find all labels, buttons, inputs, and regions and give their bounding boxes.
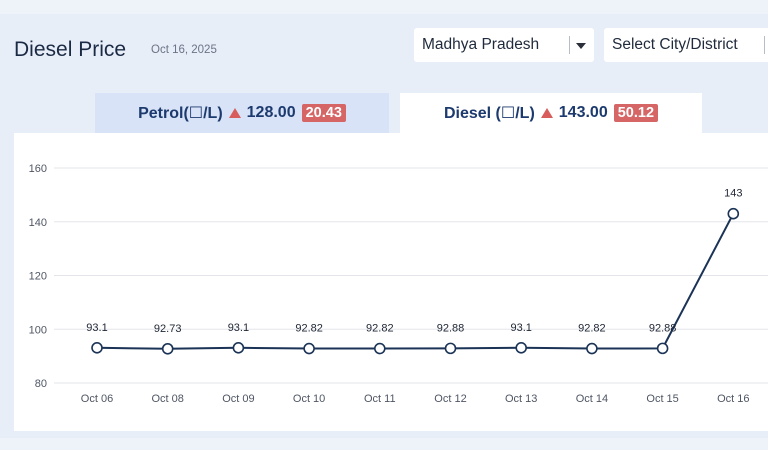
city-select-value: Select City/District bbox=[612, 36, 738, 53]
state-select[interactable]: Madhya Pradesh bbox=[414, 28, 594, 62]
data-point bbox=[444, 342, 457, 355]
tab-petrol[interactable]: Petrol(☐/L) 128.00 20.43 bbox=[95, 93, 389, 133]
data-label: 93.1 bbox=[86, 322, 107, 334]
data-label: 92.82 bbox=[366, 323, 394, 335]
data-point bbox=[727, 207, 740, 220]
tab-petrol-change-badge: 20.43 bbox=[301, 104, 346, 122]
y-tick-label: 120 bbox=[29, 271, 47, 283]
tab-diesel-price: 143.00 bbox=[558, 104, 608, 121]
price-date: Oct 16, 2025 bbox=[151, 44, 217, 56]
data-label: 92.88 bbox=[649, 322, 677, 334]
arrow-up-icon bbox=[228, 108, 241, 118]
page-title: Diesel Price bbox=[14, 38, 127, 61]
x-tick-label: Oct 16 bbox=[717, 393, 749, 405]
x-tick-label: Oct 12 bbox=[434, 393, 466, 405]
x-tick-label: Oct 08 bbox=[151, 393, 183, 405]
x-tick-label: Oct 11 bbox=[364, 393, 396, 405]
state-select-divider bbox=[569, 36, 570, 54]
data-point bbox=[91, 341, 103, 354]
tab-petrol-price: 128.00 bbox=[246, 104, 296, 121]
data-point bbox=[586, 342, 598, 355]
state-select-value: Madhya Pradesh bbox=[422, 36, 540, 53]
series-line bbox=[96, 213, 735, 350]
data-label: 93.1 bbox=[510, 322, 531, 334]
city-select-divider bbox=[764, 36, 765, 54]
data-label: 92.82 bbox=[295, 323, 323, 335]
data-point bbox=[161, 342, 174, 355]
price-line-chart: 80 100 120 140 160 Oct 06 Oct 08 Oct 09 Oct 10 Oc… bbox=[29, 163, 768, 405]
data-label: 92.82 bbox=[578, 323, 606, 335]
data-label: 92.88 bbox=[437, 322, 465, 334]
city-select[interactable]: Select City/District bbox=[604, 28, 768, 62]
data-point bbox=[373, 342, 386, 355]
x-tick-label: Oct 13 bbox=[505, 393, 537, 405]
data-point bbox=[303, 342, 315, 355]
tab-diesel-label: Diesel (☐/L) bbox=[443, 105, 535, 122]
x-tick-label: Oct 14 bbox=[576, 393, 608, 405]
footer-strip bbox=[0, 450, 768, 461]
data-label: 143 bbox=[724, 188, 742, 200]
y-tick-label: 140 bbox=[29, 217, 47, 229]
x-tick-label: Oct 06 bbox=[81, 393, 113, 405]
chevron-down-icon[interactable] bbox=[576, 43, 586, 49]
x-tick-label: Oct 10 bbox=[293, 393, 325, 405]
x-tick-label: Oct 15 bbox=[646, 393, 678, 405]
arrow-up-icon bbox=[540, 108, 553, 118]
data-point bbox=[232, 341, 245, 354]
x-tick-label: Oct 09 bbox=[222, 393, 254, 405]
price-chart-card: 80 100 120 140 160 Oct 06 Oct 08 Oct 09 Oct 10 Oc… bbox=[14, 133, 768, 431]
data-point bbox=[515, 341, 528, 354]
data-point bbox=[656, 342, 669, 355]
tab-petrol-label: Petrol(☐/L) bbox=[138, 105, 223, 122]
data-label: 93.1 bbox=[228, 322, 249, 334]
y-tick-label: 80 bbox=[35, 378, 47, 390]
y-tick-label: 160 bbox=[29, 163, 47, 175]
y-tick-label: 100 bbox=[29, 324, 47, 336]
data-label: 92.73 bbox=[154, 323, 182, 335]
tab-diesel-change-badge: 50.12 bbox=[613, 104, 659, 122]
tab-diesel[interactable]: Diesel (☐/L) 143.00 50.12 bbox=[400, 93, 702, 133]
